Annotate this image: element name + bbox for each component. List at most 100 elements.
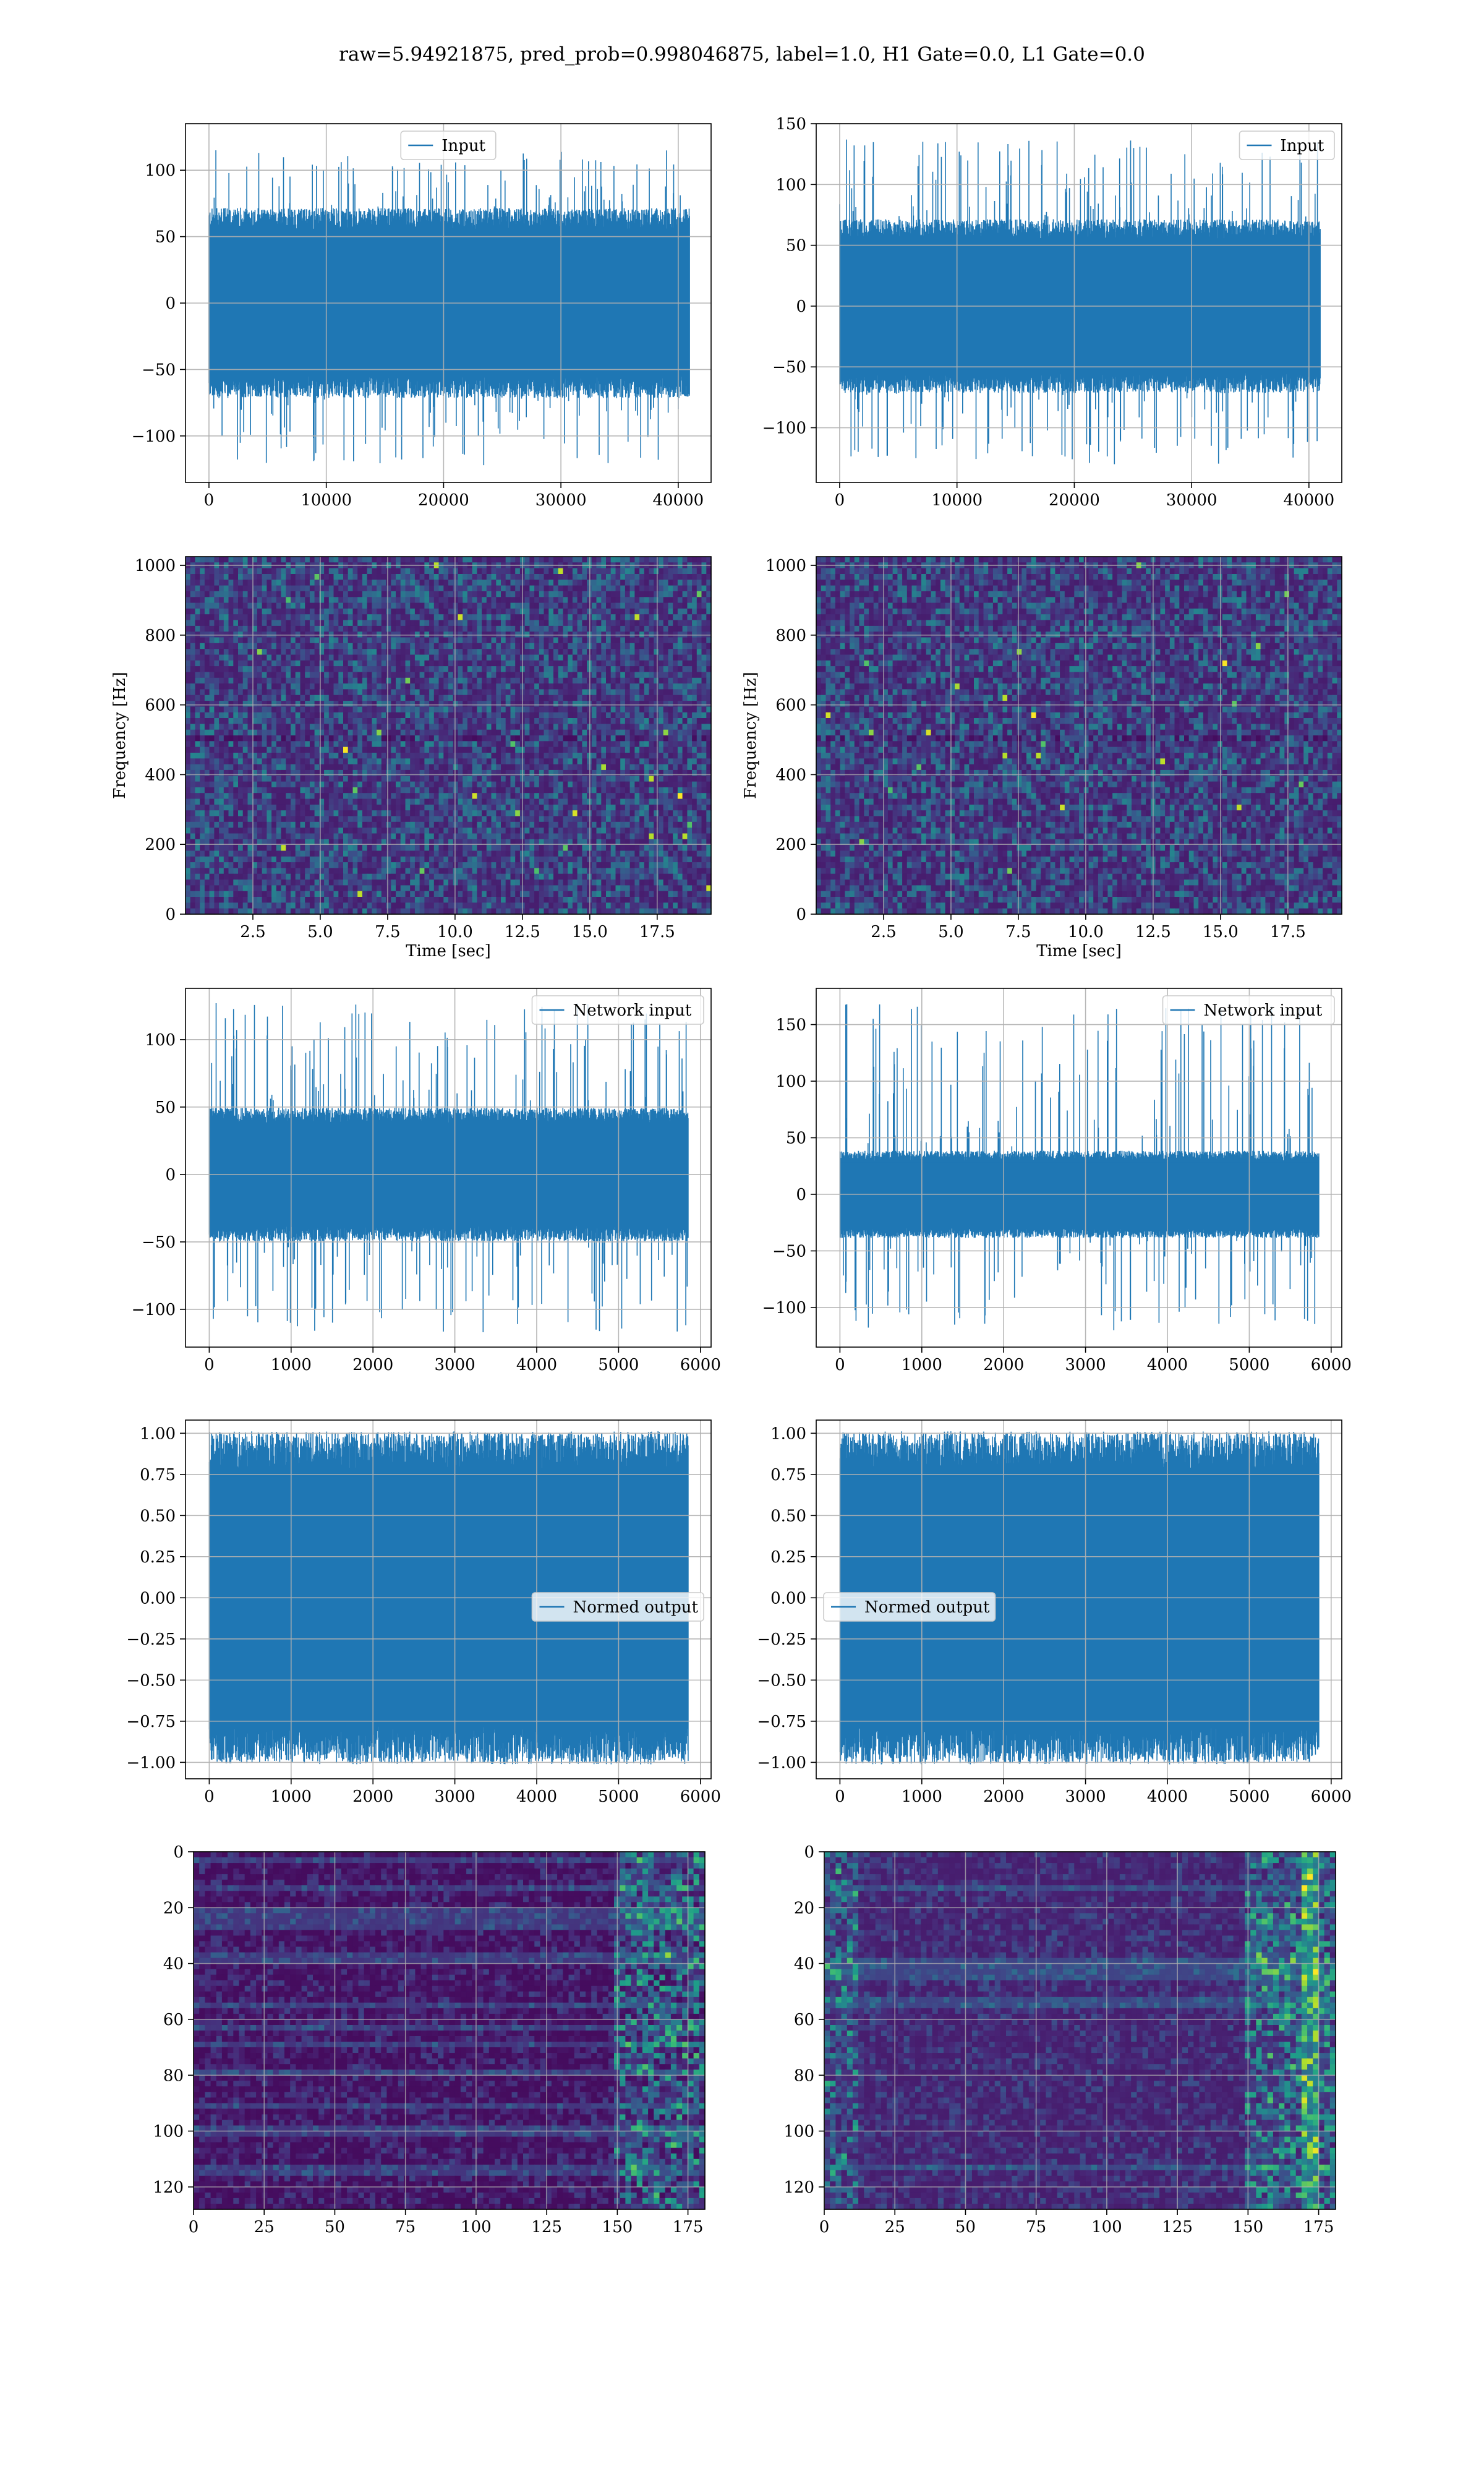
- heatmap-cell: [558, 626, 563, 632]
- heatmap-cell: [386, 638, 391, 644]
- heatmap-cell: [224, 718, 229, 724]
- heatmap-cell: [515, 574, 520, 580]
- heatmap-cell: [386, 643, 391, 649]
- heatmap-cell: [291, 718, 296, 724]
- heatmap-cell: [597, 695, 602, 701]
- heatmap-cell: [224, 614, 229, 620]
- heatmap-cell: [529, 620, 534, 627]
- heatmap-cell: [233, 626, 238, 632]
- heatmap-cell: [448, 580, 453, 586]
- heatmap-cell: [525, 810, 530, 816]
- chart-panel-row2-left: 2.5 5.0 7.5 10.0 12.5 15.0 17.5020040060080010…: [111, 557, 712, 961]
- heatmap-cell: [558, 683, 563, 690]
- heatmap-cell: [544, 799, 549, 805]
- heatmap-cell: [654, 620, 659, 627]
- heatmap-cell: [343, 574, 348, 580]
- heatmap-cell: [668, 597, 673, 603]
- heatmap-cell: [420, 591, 425, 597]
- heatmap-cell: [301, 799, 305, 805]
- heatmap-cell: [529, 661, 534, 667]
- heatmap-cell: [616, 718, 621, 724]
- heatmap-cell: [639, 713, 644, 719]
- heatmap-cell: [233, 730, 238, 736]
- heatmap-cell: [458, 666, 463, 672]
- heatmap-cell: [310, 799, 315, 805]
- heatmap-cell: [563, 782, 568, 788]
- heatmap-cell: [276, 678, 281, 684]
- heatmap-cell: [453, 706, 458, 713]
- heatmap-cell: [281, 718, 286, 724]
- heatmap-cell: [463, 764, 467, 771]
- heatmap-cell: [487, 730, 492, 736]
- heatmap-cell: [190, 614, 195, 620]
- heatmap-cell: [697, 787, 702, 794]
- heatmap-cell: [329, 638, 334, 644]
- heatmap-cell: [477, 724, 482, 730]
- heatmap-cell: [511, 666, 516, 672]
- heatmap-cell: [338, 643, 343, 649]
- heatmap-cell: [305, 661, 310, 667]
- heatmap-cell: [338, 661, 343, 667]
- heatmap-cell: [630, 805, 635, 811]
- heatmap-cell: [534, 730, 539, 736]
- heatmap-cell: [463, 655, 467, 661]
- heatmap-cell: [324, 638, 329, 644]
- heatmap-cell: [439, 695, 444, 701]
- heatmap-cell: [257, 591, 262, 597]
- heatmap-cell: [472, 741, 477, 747]
- heatmap-cell: [276, 718, 281, 724]
- heatmap-cell: [606, 678, 611, 684]
- heatmap-cell: [415, 609, 420, 615]
- heatmap-cell: [372, 793, 377, 799]
- heatmap-cell: [616, 620, 621, 627]
- heatmap-cell: [463, 747, 467, 753]
- heatmap-cell: [362, 724, 367, 730]
- heatmap-cell: [496, 683, 501, 690]
- heatmap-cell: [276, 672, 281, 678]
- heatmap-cell: [238, 758, 243, 764]
- heatmap-cell: [434, 580, 439, 586]
- heatmap-cell: [286, 747, 291, 753]
- heatmap-cell: [391, 741, 396, 747]
- heatmap-cell: [487, 718, 492, 724]
- heatmap-cell: [372, 706, 377, 713]
- heatmap-cell: [582, 683, 587, 690]
- heatmap-cell: [301, 643, 305, 649]
- heatmap-cell: [248, 810, 253, 816]
- heatmap-cell: [534, 620, 539, 627]
- heatmap-cell: [702, 568, 707, 575]
- heatmap-cell: [453, 730, 458, 736]
- heatmap-cell: [338, 735, 343, 742]
- heatmap-cell: [205, 776, 210, 782]
- heatmap-cell: [443, 609, 448, 615]
- heatmap-cell: [692, 557, 697, 563]
- chart-panel-row1-left: 0 10000 20000 30000 40000−100−50050100Input: [132, 124, 711, 510]
- heatmap-cell: [511, 735, 516, 742]
- heatmap-cell: [534, 695, 539, 701]
- heatmap-cell: [406, 574, 411, 580]
- heatmap-cell: [597, 568, 602, 575]
- heatmap-cell: [492, 810, 497, 816]
- heatmap-cell: [544, 730, 549, 736]
- heatmap-cell: [477, 718, 482, 724]
- heatmap-cell: [467, 678, 472, 684]
- heatmap-cell: [649, 603, 654, 609]
- heatmap-cell: [463, 597, 467, 603]
- heatmap-cell: [606, 649, 611, 655]
- heatmap-cell: [534, 770, 539, 776]
- heatmap-cell: [539, 683, 544, 690]
- heatmap-cell: [190, 609, 195, 615]
- heatmap-cell: [463, 568, 467, 575]
- heatmap-cell: [439, 753, 444, 759]
- heatmap-cell: [683, 620, 688, 627]
- heatmap-cell: [659, 701, 663, 707]
- heatmap-cell: [506, 741, 511, 747]
- heatmap-cell: [219, 620, 224, 627]
- heatmap-cell: [219, 810, 224, 816]
- heatmap-cell: [391, 782, 396, 788]
- heatmap-cell: [472, 620, 477, 627]
- heatmap-cell: [453, 672, 458, 678]
- heatmap-cell: [315, 799, 320, 805]
- heatmap-cell: [697, 747, 702, 753]
- heatmap-cell: [496, 758, 501, 764]
